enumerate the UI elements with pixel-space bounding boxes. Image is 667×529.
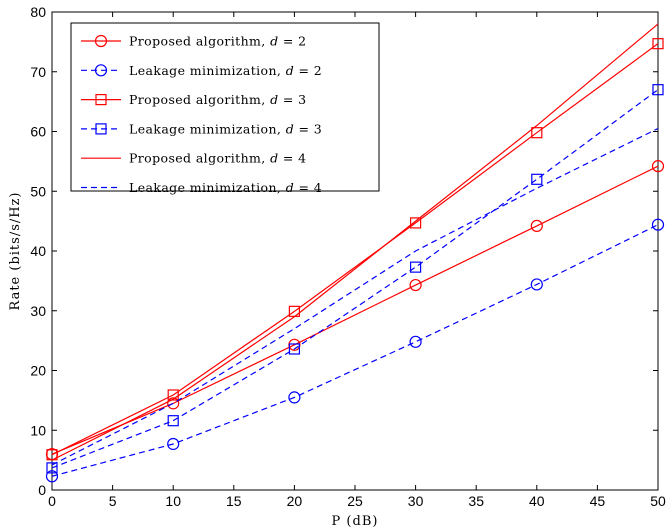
x-tick-label: 25 — [347, 493, 363, 509]
data-point — [167, 397, 180, 410]
x-tick-label: 0 — [48, 493, 56, 509]
series-5 — [51, 23, 659, 461]
series-2 — [45, 218, 665, 483]
data-point — [288, 343, 300, 355]
x-tick-label: 20 — [287, 493, 303, 509]
series-line — [51, 127, 659, 466]
legend-label: Leakage minimization, d = 2 — [129, 63, 322, 78]
y-tick-label: 60 — [30, 124, 46, 140]
x-tick-label: 35 — [468, 493, 484, 509]
data-point — [409, 335, 422, 348]
series-6 — [51, 127, 659, 466]
data-point — [288, 391, 301, 404]
x-tick-label: 10 — [165, 493, 181, 509]
x-axis-label: P (dB) — [332, 514, 379, 529]
series-line — [51, 43, 659, 456]
data-point — [530, 219, 543, 233]
data-point — [45, 470, 59, 483]
data-point — [167, 415, 179, 427]
data-point — [651, 160, 665, 173]
y-tick-label: 10 — [30, 422, 46, 438]
legend-item: Leakage minimization, d = 4 — [81, 180, 322, 195]
data-point — [409, 278, 422, 292]
series-layer — [45, 23, 665, 483]
y-tick-label: 40 — [30, 243, 46, 259]
series-line — [51, 23, 659, 461]
axis-ticks: 0 5 10 15 20 25 30 35 40 45 50 0 10 20 30 40 50 60 70 80 — [30, 4, 666, 509]
legend-item: Proposed algorithm, d = 3 — [81, 92, 306, 107]
legend-item: Proposed algorithm, d = 4 — [81, 151, 306, 166]
legend-label: Leakage minimization, d = 3 — [129, 121, 322, 136]
legend-item: Proposed algorithm, d = 2 — [81, 34, 306, 49]
series-line — [51, 165, 659, 455]
data-point — [530, 278, 543, 291]
legend-label: Proposed algorithm, d = 4 — [129, 151, 306, 166]
legend-item: Leakage minimization, d = 3 — [81, 121, 322, 136]
data-point — [410, 261, 422, 273]
data-point — [652, 38, 664, 50]
y-tick-label: 70 — [30, 64, 46, 80]
x-tick-label: 5 — [109, 493, 117, 509]
y-tick-label: 80 — [30, 4, 46, 20]
x-tick-label: 50 — [650, 493, 666, 509]
data-point — [410, 217, 422, 229]
data-point — [167, 437, 180, 451]
data-point — [652, 84, 664, 96]
series-line — [51, 89, 659, 469]
x-tick-label: 30 — [408, 493, 424, 509]
data-point — [531, 173, 543, 185]
legend-item: Leakage minimization, d = 2 — [81, 63, 322, 78]
x-tick-label: 15 — [226, 493, 242, 509]
series-4 — [46, 84, 664, 474]
legend-label: Proposed algorithm, d = 3 — [129, 92, 306, 107]
series-line — [51, 224, 659, 477]
y-tick-label: 0 — [38, 482, 46, 498]
legend-label: Proposed algorithm, d = 2 — [129, 34, 306, 49]
y-tick-label: 30 — [30, 303, 46, 319]
y-tick-label: 20 — [30, 363, 46, 379]
y-tick-label: 50 — [30, 183, 46, 199]
x-tick-label: 45 — [590, 493, 606, 509]
legend-marker — [94, 34, 108, 48]
data-point — [167, 389, 179, 401]
legend-marker — [95, 123, 107, 135]
data-point — [531, 127, 543, 139]
legend: Proposed algorithm, d = 2 Leakage minimiz… — [70, 22, 380, 195]
data-point — [46, 462, 58, 474]
legend-marker — [94, 64, 108, 77]
legend-label: Leakage minimization, d = 4 — [129, 180, 322, 195]
series-3 — [46, 38, 664, 461]
x-tick-label: 40 — [529, 493, 545, 509]
legend-box — [70, 22, 380, 192]
y-axis-label: Rate (bits/s/Hz) — [8, 191, 23, 310]
legend-marker — [95, 93, 107, 106]
data-point — [651, 218, 665, 231]
